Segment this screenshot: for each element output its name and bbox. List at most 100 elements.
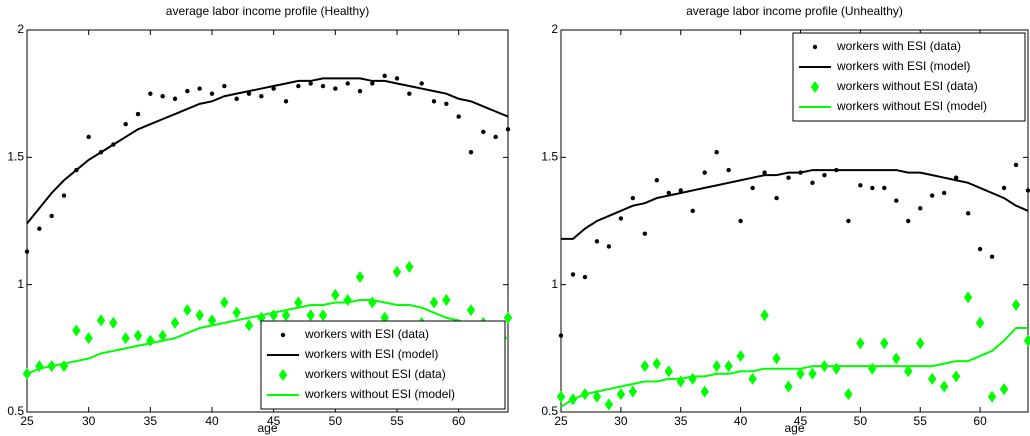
data-point: [594, 239, 600, 244]
data-point: [750, 185, 755, 191]
data-point: [170, 316, 180, 329]
data-point: [736, 349, 745, 362]
data-point: [72, 324, 81, 337]
data-point: [892, 352, 901, 365]
data-point: [616, 388, 626, 401]
data-point: [846, 218, 851, 224]
data-point: [123, 122, 128, 127]
data-point: [320, 83, 326, 89]
x-tick-label: 40: [205, 414, 219, 428]
data-point: [407, 91, 412, 96]
data-point: [556, 390, 566, 403]
data-point: [84, 332, 93, 345]
data-point: [963, 291, 973, 304]
data-point: [222, 83, 227, 89]
data-point: [690, 208, 695, 214]
data-point: [618, 216, 624, 221]
data-point: [394, 76, 400, 81]
data-point: [419, 81, 424, 86]
data-point: [357, 88, 363, 94]
legend-swatch: [812, 44, 818, 50]
data-point: [148, 91, 153, 96]
data-point: [296, 83, 301, 89]
series-line: [26, 298, 509, 375]
data-point: [318, 309, 328, 322]
data-point: [906, 218, 911, 224]
series-line: [560, 326, 1028, 408]
x-axis-label: age: [784, 421, 804, 435]
data-point: [96, 314, 106, 327]
data-point: [748, 372, 757, 385]
data-point: [930, 193, 935, 198]
data-point: [220, 296, 229, 309]
x-tick-label: 30: [614, 414, 628, 428]
x-tick-label: 60: [452, 414, 466, 428]
x-tick-label: 45: [267, 414, 281, 428]
data-point: [844, 388, 853, 401]
data-point: [283, 99, 289, 104]
data-point: [939, 380, 949, 393]
data-point: [281, 309, 291, 322]
data-point: [774, 195, 779, 201]
x-tick-label: 35: [144, 414, 158, 428]
data-point: [760, 309, 769, 322]
data-point: [987, 390, 997, 403]
x-tick-label: 60: [973, 414, 987, 428]
data-point: [1011, 299, 1021, 312]
x-tick-label: 30: [82, 414, 96, 428]
data-point: [109, 316, 118, 329]
data-point: [61, 193, 67, 198]
series-line: [561, 169, 1029, 240]
data-point: [135, 111, 141, 117]
data-point: [37, 226, 42, 231]
data-point: [370, 81, 375, 86]
data-point: [503, 311, 513, 324]
data-point: [652, 357, 661, 370]
x-tick-label: 25: [20, 414, 34, 428]
data-point: [481, 129, 486, 135]
y-tick-label: 2: [551, 22, 558, 36]
chart-title: average labor income profile (Unhealthy): [686, 4, 903, 18]
data-point: [24, 249, 30, 254]
data-point: [642, 231, 648, 236]
data-point: [234, 96, 239, 101]
data-point: [666, 190, 671, 196]
data-point: [784, 380, 793, 393]
data-point: [977, 246, 983, 252]
legend-label: workers without ESI (model): [836, 99, 987, 113]
data-point: [197, 86, 202, 91]
data-point: [796, 367, 805, 380]
data-point: [271, 86, 276, 91]
data-point: [989, 254, 995, 259]
data-point: [882, 185, 887, 191]
legend-label: workers without ESI (data): [836, 79, 978, 93]
data-point: [333, 86, 338, 91]
y-tick-label: 0.5: [7, 404, 24, 418]
data-point: [951, 370, 961, 383]
data-point: [232, 306, 241, 319]
data-point: [664, 365, 673, 378]
data-point: [185, 88, 190, 94]
data-point: [468, 150, 474, 155]
data-point: [133, 329, 143, 342]
data-point: [382, 73, 387, 79]
data-point: [606, 244, 612, 249]
data-point: [786, 175, 791, 180]
data-point: [294, 296, 303, 309]
data-point: [592, 390, 602, 403]
data-point: [808, 367, 817, 380]
data-point: [195, 309, 204, 322]
data-point: [345, 81, 350, 86]
data-point: [918, 206, 923, 211]
legend-label: workers with ESI (data): [304, 327, 429, 341]
y-tick-label: 0.5: [541, 404, 558, 418]
data-point: [456, 114, 461, 119]
data-point: [558, 333, 564, 338]
y-tick-label: 1.5: [7, 150, 24, 164]
data-point: [306, 309, 315, 322]
data-point: [1013, 162, 1019, 168]
data-point: [880, 337, 889, 350]
data-point: [158, 329, 167, 342]
data-point: [259, 94, 264, 99]
